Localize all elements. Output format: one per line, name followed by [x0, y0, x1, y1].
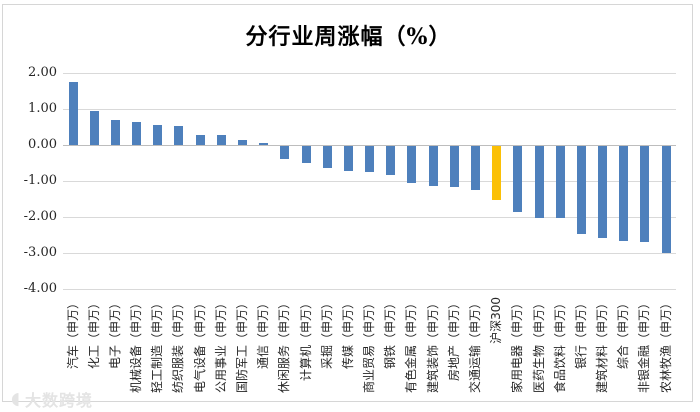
bar-农林牧渔（申万） [661, 146, 671, 253]
x-axis-label-传媒（申万）: 传媒（申万） [340, 297, 355, 370]
x-axis-label-国防军工（申万）: 国防军工（申万） [234, 297, 249, 394]
x-axis-label-电子（申万）: 电子（申万） [107, 297, 122, 370]
x-axis-label-食品饮料（申万）: 食品饮料（申万） [552, 297, 567, 394]
x-axis-label-综合（申万）: 综合（申万） [616, 297, 631, 370]
x-axis-label-通信（申万）: 通信（申万） [256, 297, 271, 370]
x-axis-label-化工（申万）: 化工（申万） [86, 297, 101, 370]
bar-休闲服务（申万） [280, 146, 290, 160]
x-axis-label-房地产（申万）: 房地产（申万） [446, 297, 461, 382]
x-axis-label-休闲服务（申万）: 休闲服务（申万） [277, 297, 292, 394]
y-axis-tick-label: -3.00 [23, 245, 57, 261]
x-axis-label-电气设备（申万）: 电气设备（申万） [192, 297, 207, 394]
x-axis-label-家用电器（申万）: 家用电器（申万） [510, 297, 525, 394]
x-axis-label-公用事业（申万）: 公用事业（申万） [213, 297, 228, 394]
watermark-logo-icon: ◖ [11, 389, 21, 409]
bar-食品饮料（申万） [555, 146, 565, 218]
gridline-y--4.00 [63, 289, 676, 291]
bar-国防军工（申万） [237, 139, 247, 145]
x-axis-label-银行（申万）: 银行（申万） [573, 297, 588, 370]
x-axis-label-建筑材料（申万）: 建筑材料（申万） [595, 297, 609, 394]
bar-纺织服装（申万） [174, 126, 184, 145]
x-axis-label-医药生物（申万）: 医药生物（申万） [531, 297, 546, 394]
chart-frame: 分行业周涨幅（%） 2.00 1.00 0.00 -1.00 -2.00 -3.00 -4.… [2, 4, 693, 410]
x-axis-label-交通运输（申万）: 交通运输（申万） [467, 297, 482, 394]
gridline-y--3.00 [63, 253, 676, 255]
x-axis-label-机械设备（申万）: 机械设备（申万） [129, 297, 143, 394]
bar-采掘（申万） [322, 146, 332, 169]
watermark: ◖ 大数跨境 [11, 387, 93, 411]
x-axis-label-有色金属（申万）: 有色金属（申万） [404, 297, 419, 394]
bar-沪深300 [492, 146, 502, 200]
x-axis-label-建筑装饰（申万）: 建筑装饰（申万） [425, 297, 440, 394]
y-axis-tick-label: -4.00 [23, 281, 57, 297]
y-axis-tick-label: 1.00 [28, 100, 57, 116]
bar-家用电器（申万） [513, 146, 523, 212]
bar-有色金属（申万） [407, 146, 417, 183]
chart-title: 分行业周涨幅（%） [245, 24, 452, 50]
x-axis-label-沪深300: 沪深300 [489, 297, 504, 344]
x-axis-label-商业贸易（申万）: 商业贸易（申万） [362, 297, 376, 394]
bar-计算机（申万） [301, 146, 311, 163]
gridline-y--2.00 [63, 217, 676, 219]
x-axis-label-纺织服装（申万）: 纺织服装（申万） [171, 297, 186, 394]
bar-建筑材料（申万） [598, 146, 607, 238]
x-axis-label-农林牧渔（申万）: 农林牧渔（申万） [658, 297, 673, 394]
bar-医药生物（申万） [534, 146, 544, 218]
bar-汽车（申万） [68, 82, 78, 145]
gridline-y-0.00 [63, 145, 676, 146]
gridline-y--1.00 [63, 181, 676, 183]
bar-房地产（申万） [449, 146, 459, 188]
x-axis-label-采掘（申万）: 采掘（申万） [319, 297, 334, 370]
bar-交通运输（申万） [470, 146, 480, 190]
bar-综合（申万） [619, 146, 629, 242]
bar-非银金融（申万） [640, 146, 650, 243]
bar-化工（申万） [89, 111, 99, 145]
bar-公用事业（申万） [216, 135, 226, 145]
x-axis-label-计算机（申万）: 计算机（申万） [298, 297, 313, 382]
bar-传媒（申万） [343, 146, 353, 172]
bar-电气设备（申万） [195, 134, 205, 145]
gridline-y-2.00 [63, 72, 676, 74]
y-axis-tick-label: -1.00 [23, 173, 57, 189]
y-axis-tick-label: -2.00 [23, 209, 57, 225]
bar-建筑装饰（申万） [428, 146, 438, 187]
bar-商业贸易（申万） [365, 146, 374, 172]
bar-银行（申万） [576, 146, 586, 235]
bar-钢铁（申万） [386, 146, 396, 175]
x-axis-label-非银金融（申万）: 非银金融（申万） [637, 297, 652, 394]
y-axis-tick-label: 0.00 [28, 137, 57, 152]
x-axis-label-轻工制造（申万）: 轻工制造（申万） [150, 297, 165, 394]
x-axis-label-汽车（申万）: 汽车（申万） [65, 297, 80, 370]
gridline-y-1.00 [63, 108, 676, 110]
y-axis-tick-label: 2.00 [28, 64, 57, 80]
watermark-text: 大数跨境 [24, 391, 93, 410]
bar-轻工制造（申万） [153, 125, 163, 145]
bar-机械设备（申万） [132, 122, 141, 145]
bar-通信（申万） [259, 143, 269, 145]
x-axis-label-钢铁（申万）: 钢铁（申万） [383, 297, 398, 370]
bar-电子（申万） [110, 119, 120, 145]
